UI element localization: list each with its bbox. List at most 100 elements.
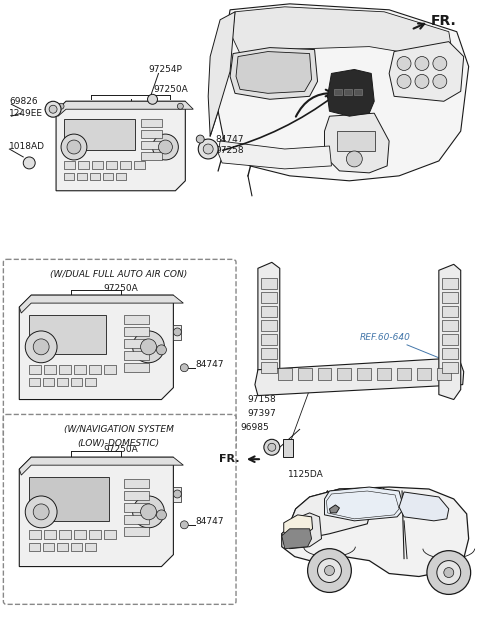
Circle shape [173,490,181,498]
Text: 97258: 97258 [215,146,244,155]
Bar [278,368,292,379]
Bar [106,161,117,169]
Text: 84747: 84747 [215,135,244,144]
Bar [261,334,277,345]
Circle shape [415,56,429,71]
Polygon shape [329,505,339,513]
Bar [89,530,101,539]
Bar [442,320,458,331]
Text: 1249EE: 1249EE [9,108,43,117]
Circle shape [158,140,172,154]
Bar [29,477,109,521]
Circle shape [415,74,429,89]
Circle shape [25,496,57,528]
Text: 97254M: 97254M [349,489,385,498]
Circle shape [196,135,204,143]
Bar [354,89,362,95]
Polygon shape [282,487,468,577]
Circle shape [264,439,280,455]
Bar [74,530,86,539]
Polygon shape [19,457,183,475]
Text: 84747: 84747 [195,360,224,369]
Bar [344,89,352,95]
Bar [124,527,148,536]
Bar [141,119,162,127]
Polygon shape [19,457,173,567]
Polygon shape [19,295,173,399]
Circle shape [147,94,157,104]
Text: FR.: FR. [431,13,456,28]
Bar [124,327,148,336]
Bar [89,365,101,374]
Circle shape [141,339,156,355]
Bar [74,365,86,374]
Bar [377,368,391,379]
Circle shape [437,560,461,584]
Bar [44,530,56,539]
Bar [78,161,89,169]
Circle shape [268,443,276,451]
Polygon shape [208,12,235,136]
Bar [417,368,431,379]
Circle shape [49,105,57,113]
Text: 84747: 84747 [195,517,224,526]
Text: 97250A: 97250A [103,284,138,293]
Bar [124,515,148,524]
Bar [124,363,148,372]
Circle shape [141,504,156,520]
Bar [173,325,181,340]
Circle shape [318,559,341,582]
Bar [71,542,82,551]
Polygon shape [439,265,461,399]
Circle shape [308,549,351,593]
Polygon shape [56,101,193,116]
Circle shape [324,566,335,575]
Bar [90,173,100,180]
Text: 1125DA: 1125DA [288,469,324,478]
Bar [442,292,458,303]
Polygon shape [218,4,468,181]
Circle shape [427,551,471,594]
FancyBboxPatch shape [3,259,236,449]
Bar [57,542,68,551]
Polygon shape [284,515,312,535]
Circle shape [198,139,218,159]
Bar [283,439,293,457]
Text: (W/NAVIGATION SYSTEM: (W/NAVIGATION SYSTEM [64,426,174,435]
Circle shape [33,339,49,355]
Circle shape [397,74,411,89]
Bar [104,365,116,374]
Bar [442,334,458,345]
Bar [85,542,96,551]
Bar [261,361,277,373]
Bar [335,89,342,95]
Circle shape [203,144,213,154]
Bar [261,278,277,289]
Polygon shape [288,489,371,541]
Bar [29,530,41,539]
Bar [103,173,113,180]
Bar [261,348,277,359]
Bar [57,377,68,386]
Bar [124,503,148,512]
Bar [124,491,148,500]
Bar [318,368,332,379]
Bar [261,306,277,317]
Bar [85,377,96,386]
Bar [337,131,375,151]
Bar [71,377,82,386]
Polygon shape [236,51,312,93]
Text: 97158: 97158 [247,395,276,404]
Circle shape [347,151,362,167]
Circle shape [178,103,183,109]
Circle shape [58,103,64,109]
Bar [29,365,41,374]
Polygon shape [56,101,185,191]
Bar [64,173,74,180]
Text: (W/DUAL FULL AUTO AIR CON): (W/DUAL FULL AUTO AIR CON) [50,270,187,279]
Bar [261,292,277,303]
Bar [64,161,75,169]
Circle shape [33,504,49,520]
Polygon shape [282,529,312,549]
Bar [141,141,162,149]
